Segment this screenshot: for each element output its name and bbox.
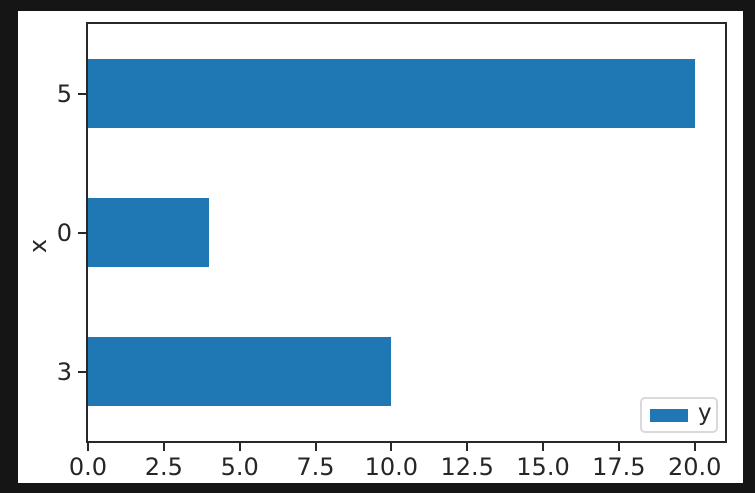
x-tick	[390, 443, 393, 451]
x-tick	[693, 443, 696, 451]
x-tick-label: 17.5	[592, 453, 646, 481]
x-tick	[466, 443, 469, 451]
bar-category-5	[88, 58, 695, 129]
bar-category-0	[88, 197, 210, 268]
legend-swatch	[650, 408, 688, 422]
x-tick-label: 7.5	[296, 453, 335, 481]
x-tick	[617, 443, 620, 451]
x-tick	[238, 443, 241, 451]
y-tick	[78, 370, 86, 373]
legend: y	[640, 397, 718, 433]
x-tick	[542, 443, 544, 451]
x-tick-label: 20.0	[667, 453, 722, 481]
x-tick-label: 2.5	[144, 453, 183, 481]
y-tick-label: 3	[56, 357, 72, 386]
matplotlib-figure: x y 5 0 3 0.0 2.5 5.0 7.5 10.0 12.5 15.0 17.5 20.0	[18, 11, 743, 483]
y-tick-label: 5	[56, 79, 72, 108]
x-tick-label: 5.0	[220, 453, 259, 481]
x-tick	[87, 443, 89, 451]
x-tick-label: 10.0	[364, 453, 419, 481]
x-tick	[314, 443, 317, 451]
x-tick-label: 0.0	[68, 453, 108, 481]
x-tick-label: 12.5	[440, 453, 494, 481]
y-tick	[78, 92, 86, 95]
plot-area: y 5 0 3 0.0 2.5 5.0 7.5 10.0 12.5 15.0 17.5 20.0	[57, 22, 727, 480]
y-tick-label: 0	[56, 218, 72, 247]
legend-label: y	[698, 400, 712, 426]
bar-category-3	[88, 336, 392, 407]
y-tick	[78, 231, 86, 234]
x-tick	[162, 443, 165, 451]
x-tick-label: 15.0	[516, 453, 570, 481]
